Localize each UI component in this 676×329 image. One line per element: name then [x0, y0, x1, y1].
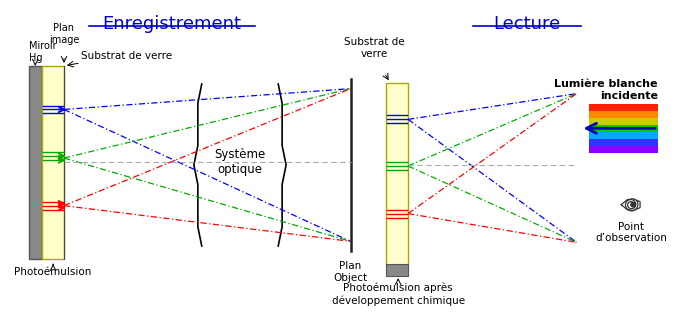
- Text: Photoémulsion: Photoémulsion: [14, 267, 92, 277]
- Text: Photoémulsion après
développement chimique: Photoémulsion après développement chimiq…: [331, 283, 464, 306]
- Text: Point
d’observation: Point d’observation: [595, 221, 667, 243]
- Bar: [589, 111, 658, 118]
- Bar: [42, 66, 64, 259]
- Text: Enregistrement: Enregistrement: [103, 15, 241, 33]
- Bar: [589, 104, 658, 111]
- Bar: [29, 66, 42, 259]
- Bar: [589, 118, 658, 125]
- Text: Plan
image: Plan image: [49, 23, 79, 45]
- Text: Lecture: Lecture: [493, 15, 560, 33]
- Bar: [589, 139, 658, 146]
- Text: Substrat de verre: Substrat de verre: [81, 51, 172, 61]
- Bar: [589, 125, 658, 132]
- Text: Plan
Object: Plan Object: [333, 261, 368, 283]
- Bar: [589, 146, 658, 153]
- Text: Substrat de
verre: Substrat de verre: [344, 37, 405, 59]
- Bar: [589, 132, 658, 139]
- Text: Lumière blanche
incidente: Lumière blanche incidente: [554, 79, 658, 101]
- Circle shape: [630, 202, 636, 208]
- Text: Miroir
Hg: Miroir Hg: [29, 41, 57, 63]
- Text: Système
optique: Système optique: [214, 148, 265, 176]
- Bar: [386, 83, 408, 266]
- Bar: [386, 264, 408, 276]
